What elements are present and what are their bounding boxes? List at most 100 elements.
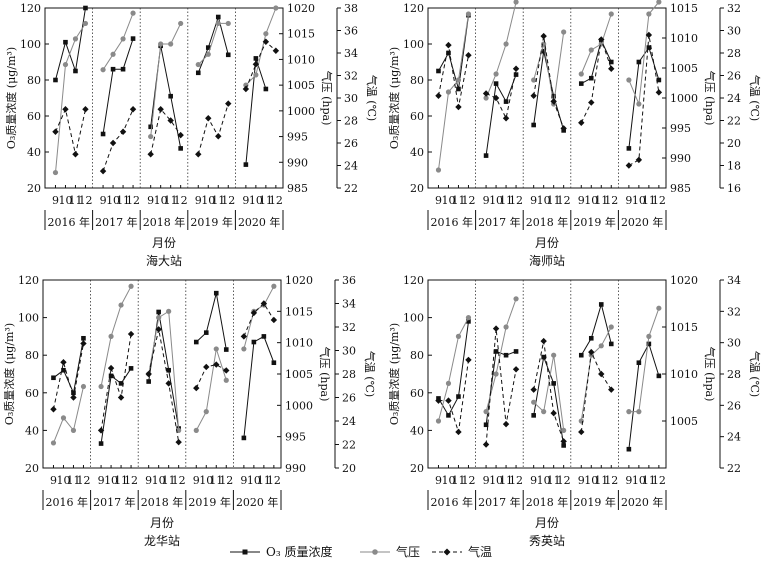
temp-marker — [262, 38, 270, 45]
pressure-marker — [493, 71, 499, 77]
pressure-line — [55, 23, 86, 173]
pressure-marker — [608, 324, 614, 330]
pressure-tick-label: 1015 — [287, 28, 315, 41]
y-axis-title-o3: O₃质量浓度 (μg/m³) — [387, 47, 401, 149]
temp-marker — [157, 106, 164, 113]
temp-marker — [608, 386, 615, 393]
month-label: 9 — [147, 194, 154, 207]
temp-marker — [598, 370, 605, 378]
pressure-marker — [465, 11, 472, 17]
pressure-marker — [108, 333, 114, 339]
temp-marker — [99, 167, 107, 175]
temp-marker — [223, 367, 230, 374]
month-label: 10 — [441, 474, 455, 487]
year-label: 2016 年 — [48, 215, 91, 229]
temp-marker — [145, 370, 152, 378]
pressure-marker — [626, 409, 632, 415]
pressure-marker — [646, 333, 652, 339]
month-label: 10 — [537, 194, 551, 207]
o3-marker — [51, 375, 56, 381]
month-label: 10 — [537, 474, 551, 487]
left-tick-label: 80 — [410, 349, 424, 362]
pressure-marker — [626, 77, 632, 83]
pressure-marker — [445, 380, 452, 386]
temp-line — [533, 36, 565, 129]
o3-marker — [656, 373, 662, 379]
pressure-line — [485, 1, 517, 99]
temp-marker — [492, 325, 500, 332]
pressure-tick-label: 1010 — [670, 32, 698, 45]
month-label: 9 — [240, 474, 247, 487]
pressure-marker — [503, 41, 509, 47]
o3-marker — [118, 381, 124, 386]
temp-tick-label: 36 — [344, 25, 358, 38]
temp-line — [245, 40, 277, 90]
month-label: 11 — [162, 474, 176, 487]
left-tick-label: 20 — [25, 462, 39, 475]
temp-tick-label: 30 — [727, 25, 741, 38]
pressure-line — [533, 355, 565, 431]
temp-marker — [213, 361, 220, 368]
plot-frame — [427, 7, 667, 189]
pressure-marker — [203, 409, 209, 415]
pressure-marker — [588, 47, 594, 53]
temp-marker — [598, 36, 605, 43]
temp-tick-label: 24 — [727, 92, 741, 105]
month-label: 10 — [154, 194, 168, 207]
month-label: 9 — [483, 194, 490, 207]
year-label: 2019 年 — [188, 495, 231, 509]
month-label: 11 — [211, 194, 225, 207]
o3-marker — [466, 319, 471, 324]
pressure-marker — [178, 20, 184, 27]
year-label: 2018 年 — [526, 495, 569, 509]
temp-tick-label: 30 — [344, 92, 358, 105]
y-axis-title-pressure: 气压 (hpa) — [320, 71, 334, 126]
x-axis-title: 月份 — [150, 516, 174, 530]
pressure-line — [628, 1, 660, 106]
y-axis-title-temp: 气温 (℃) — [748, 75, 762, 121]
temp-marker — [62, 106, 69, 113]
pressure-tick-label: 1020 — [287, 2, 315, 15]
temp-marker — [445, 397, 452, 404]
o3-line — [580, 302, 612, 356]
pressure-marker — [82, 20, 89, 27]
year-label: 2018 年 — [143, 215, 186, 229]
temp-tick-label: 34 — [344, 47, 358, 60]
o3-marker — [205, 45, 211, 50]
month-label: 12 — [652, 474, 666, 487]
month-label: 10 — [106, 194, 120, 207]
temp-marker — [193, 384, 200, 392]
temp-line — [438, 359, 469, 433]
pressure-marker — [636, 409, 642, 415]
month-label: 11 — [257, 474, 271, 487]
temp-marker — [205, 115, 212, 122]
temp-marker — [240, 333, 248, 340]
month-label: 12 — [126, 194, 140, 207]
o3-marker — [120, 66, 126, 72]
legend-label-pressure: 气压 — [396, 544, 420, 559]
temp-marker — [97, 427, 105, 434]
temp-marker — [80, 340, 87, 347]
o3-marker — [636, 59, 642, 65]
o3-marker — [456, 86, 461, 92]
temp-marker — [107, 364, 115, 372]
pressure-line — [580, 326, 612, 422]
month-label: 10 — [56, 474, 70, 487]
month-label: 11 — [259, 194, 273, 207]
pressure-line — [102, 12, 134, 70]
temp-marker — [242, 85, 250, 93]
pressure-marker — [148, 133, 154, 140]
pressure-marker — [435, 167, 442, 173]
temp-marker — [117, 394, 125, 401]
pressure-marker — [578, 418, 584, 424]
pressure-marker — [513, 296, 519, 302]
temp-marker — [445, 41, 452, 49]
o3-marker — [146, 379, 151, 384]
legend-marker-temp — [443, 548, 451, 556]
y-axis-title-o3: O₃质量浓度 (μg/m³) — [2, 323, 16, 425]
left-tick-label: 20 — [27, 182, 41, 195]
month-label: 9 — [530, 194, 537, 207]
pressure-tick-label: 1005 — [285, 368, 313, 381]
o3-marker — [193, 339, 199, 345]
left-tick-label: 20 — [410, 462, 424, 475]
